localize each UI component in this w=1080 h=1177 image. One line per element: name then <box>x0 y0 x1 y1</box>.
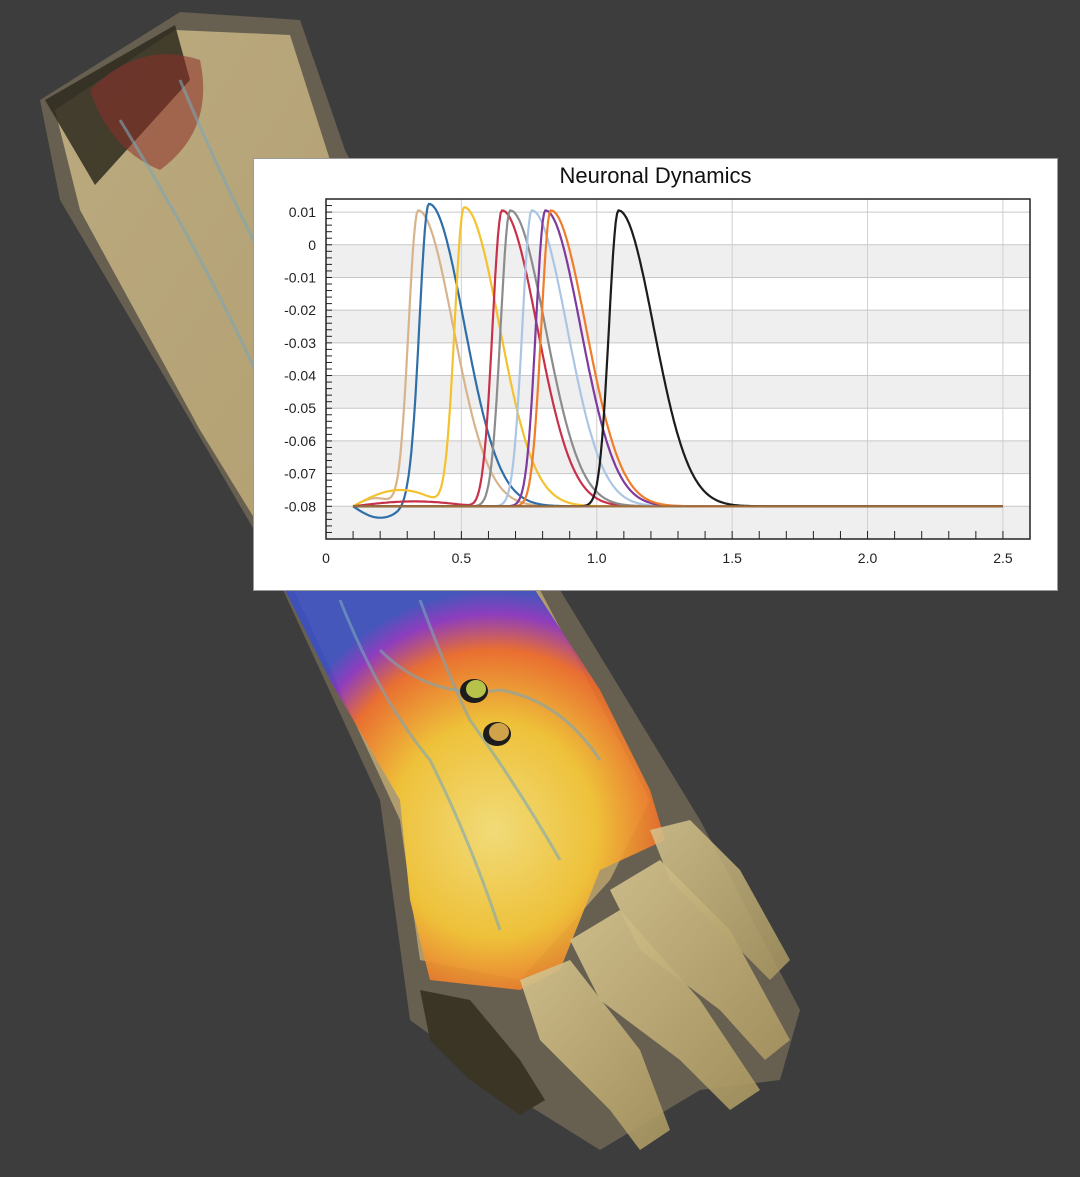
y-tick-label: -0.01 <box>284 269 316 285</box>
y-tick-label: -0.02 <box>284 302 316 318</box>
electrode-2[interactable] <box>483 722 511 746</box>
x-tick-label: 1.5 <box>722 550 742 566</box>
muscle-tissue <box>90 54 204 170</box>
finger-index <box>520 960 670 1150</box>
x-tick-label: 2.5 <box>993 550 1013 566</box>
y-tick-label: -0.07 <box>284 466 316 482</box>
x-tick-label: 0.5 <box>452 550 472 566</box>
vein-network <box>118 79 602 931</box>
y-tick-label: -0.05 <box>284 400 316 416</box>
electrode-1[interactable] <box>460 679 488 703</box>
y-tick-label: -0.08 <box>284 498 316 514</box>
finger-middle <box>570 910 760 1110</box>
finger-little <box>650 820 790 980</box>
grid-band <box>326 375 1030 409</box>
finger-ring <box>610 860 790 1060</box>
x-tick-label: 2.0 <box>858 550 878 566</box>
y-tick-label: -0.03 <box>284 335 316 351</box>
grid-band <box>326 310 1030 343</box>
chart-title: Neuronal Dynamics <box>559 163 752 188</box>
x-tick-label: 0 <box>322 550 330 566</box>
grid-band <box>326 440 1030 474</box>
stimulation-field <box>285 590 665 990</box>
x-tick-label: 1.0 <box>587 550 607 566</box>
y-tick-label: 0.01 <box>289 204 316 220</box>
line-plot: 0 0.5 1.0 1.5 2.0 2.5 0.01 0 -0.01 -0.02 -0.03 -0.0… <box>284 198 1031 566</box>
y-tick-label: 0 <box>308 237 316 253</box>
grid-band <box>326 244 1030 278</box>
y-tick-label: -0.06 <box>284 433 316 449</box>
y-tick-label: -0.04 <box>284 368 316 384</box>
fingers <box>420 820 790 1150</box>
thumb <box>420 990 545 1115</box>
neuronal-dynamics-chart-window[interactable]: 0 0.5 1.0 1.5 2.0 2.5 0.01 0 -0.01 -0.02 -0.03 -0.0… <box>253 158 1058 591</box>
